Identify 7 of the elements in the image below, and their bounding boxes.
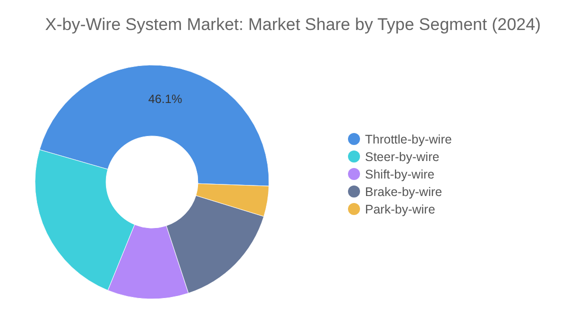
legend-label: Brake-by-wire — [365, 185, 442, 199]
legend-label: Throttle-by-wire — [365, 132, 452, 146]
data-label: 46.1% — [148, 92, 183, 106]
legend-label: Steer-by-wire — [365, 150, 440, 164]
legend-label: Park-by-wire — [365, 202, 436, 216]
chart-title: X-by-Wire System Market: Market Share by Type Segment (2024) — [45, 15, 541, 34]
legend-label: Shift-by-wire — [365, 168, 435, 182]
